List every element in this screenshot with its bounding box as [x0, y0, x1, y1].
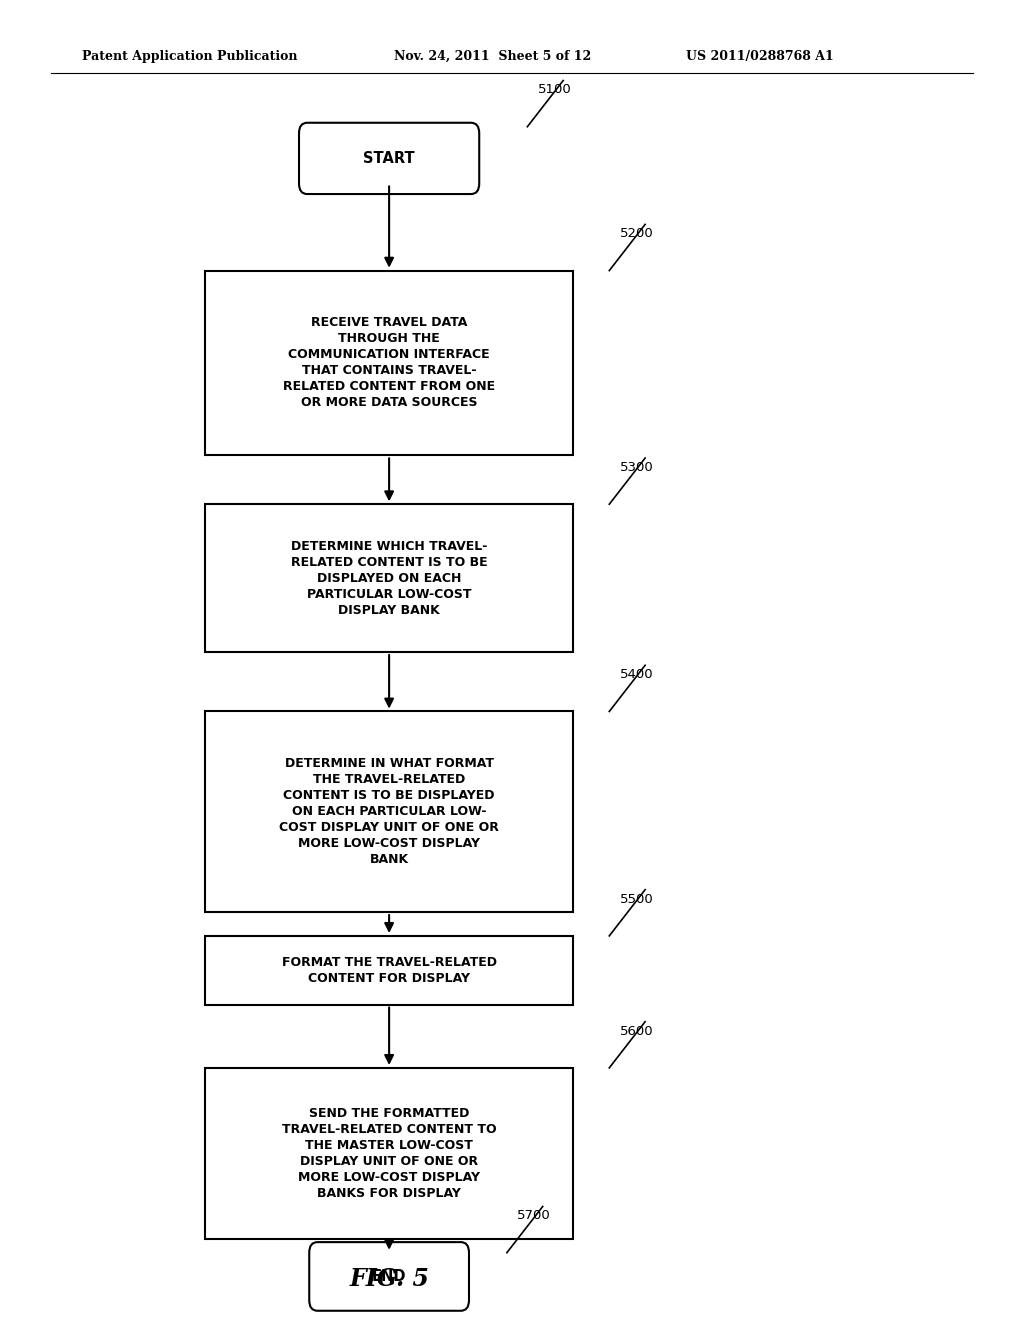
- Text: 5700: 5700: [517, 1209, 551, 1222]
- Text: DETERMINE WHICH TRAVEL-
RELATED CONTENT IS TO BE
DISPLAYED ON EACH
PARTICULAR LO: DETERMINE WHICH TRAVEL- RELATED CONTENT …: [291, 540, 487, 616]
- Text: Patent Application Publication: Patent Application Publication: [82, 50, 297, 63]
- Bar: [205, 936, 573, 1005]
- Text: END: END: [372, 1269, 407, 1284]
- Text: US 2011/0288768 A1: US 2011/0288768 A1: [686, 50, 834, 63]
- Text: START: START: [364, 150, 415, 166]
- FancyBboxPatch shape: [309, 1242, 469, 1311]
- Text: 5600: 5600: [620, 1024, 653, 1038]
- Text: Nov. 24, 2011  Sheet 5 of 12: Nov. 24, 2011 Sheet 5 of 12: [394, 50, 592, 63]
- Text: 5400: 5400: [620, 668, 653, 681]
- Text: RECEIVE TRAVEL DATA
THROUGH THE
COMMUNICATION INTERFACE
THAT CONTAINS TRAVEL-
RE: RECEIVE TRAVEL DATA THROUGH THE COMMUNIC…: [283, 317, 496, 409]
- Text: 5500: 5500: [620, 892, 653, 906]
- Bar: [205, 271, 573, 455]
- Text: DETERMINE IN WHAT FORMAT
THE TRAVEL-RELATED
CONTENT IS TO BE DISPLAYED
ON EACH P: DETERMINE IN WHAT FORMAT THE TRAVEL-RELA…: [280, 758, 499, 866]
- FancyBboxPatch shape: [299, 123, 479, 194]
- Text: FIG. 5: FIG. 5: [349, 1267, 429, 1291]
- Text: 5100: 5100: [538, 83, 571, 96]
- Text: 5300: 5300: [620, 461, 653, 474]
- Text: 5200: 5200: [620, 227, 653, 240]
- Bar: [205, 711, 573, 912]
- Bar: [205, 504, 573, 652]
- Text: SEND THE FORMATTED
TRAVEL-RELATED CONTENT TO
THE MASTER LOW-COST
DISPLAY UNIT OF: SEND THE FORMATTED TRAVEL-RELATED CONTEN…: [282, 1107, 497, 1200]
- Text: FORMAT THE TRAVEL-RELATED
CONTENT FOR DISPLAY: FORMAT THE TRAVEL-RELATED CONTENT FOR DI…: [282, 956, 497, 985]
- Bar: [205, 1068, 573, 1239]
